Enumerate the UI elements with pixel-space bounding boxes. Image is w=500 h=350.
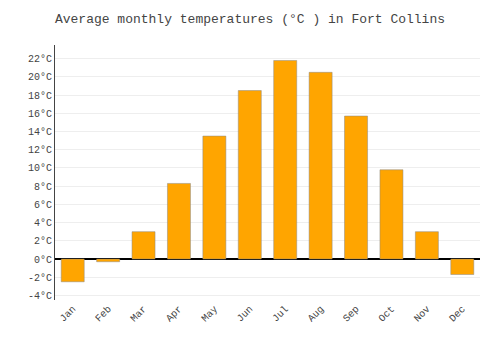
svg-text:-2°C: -2°C — [28, 273, 52, 284]
svg-text:Aug: Aug — [306, 304, 327, 325]
svg-text:Feb: Feb — [93, 304, 114, 325]
svg-text:Jul: Jul — [270, 304, 291, 325]
svg-text:18°C: 18°C — [28, 91, 52, 102]
svg-text:Oct: Oct — [377, 304, 398, 325]
svg-text:Apr: Apr — [164, 304, 185, 325]
svg-text:Average monthly temperatures (: Average monthly temperatures (°C ) in Fo… — [55, 12, 445, 27]
svg-text:-4°C: -4°C — [28, 291, 52, 302]
svg-text:4°C: 4°C — [34, 218, 52, 229]
svg-text:Jun: Jun — [235, 304, 256, 325]
svg-text:10°C: 10°C — [28, 163, 52, 174]
svg-text:May: May — [200, 304, 221, 325]
svg-text:Dec: Dec — [447, 304, 468, 325]
svg-text:22°C: 22°C — [28, 54, 52, 65]
svg-text:12°C: 12°C — [28, 145, 52, 156]
svg-text:2°C: 2°C — [34, 236, 52, 247]
svg-text:0°C: 0°C — [34, 255, 52, 266]
svg-text:Mar: Mar — [129, 304, 150, 325]
svg-text:14°C: 14°C — [28, 127, 52, 138]
svg-text:Sep: Sep — [341, 304, 362, 325]
svg-text:Nov: Nov — [412, 304, 433, 325]
svg-text:6°C: 6°C — [34, 200, 52, 211]
svg-text:16°C: 16°C — [28, 109, 52, 120]
svg-text:20°C: 20°C — [28, 72, 52, 83]
svg-text:Jan: Jan — [58, 304, 79, 325]
svg-text:8°C: 8°C — [34, 182, 52, 193]
